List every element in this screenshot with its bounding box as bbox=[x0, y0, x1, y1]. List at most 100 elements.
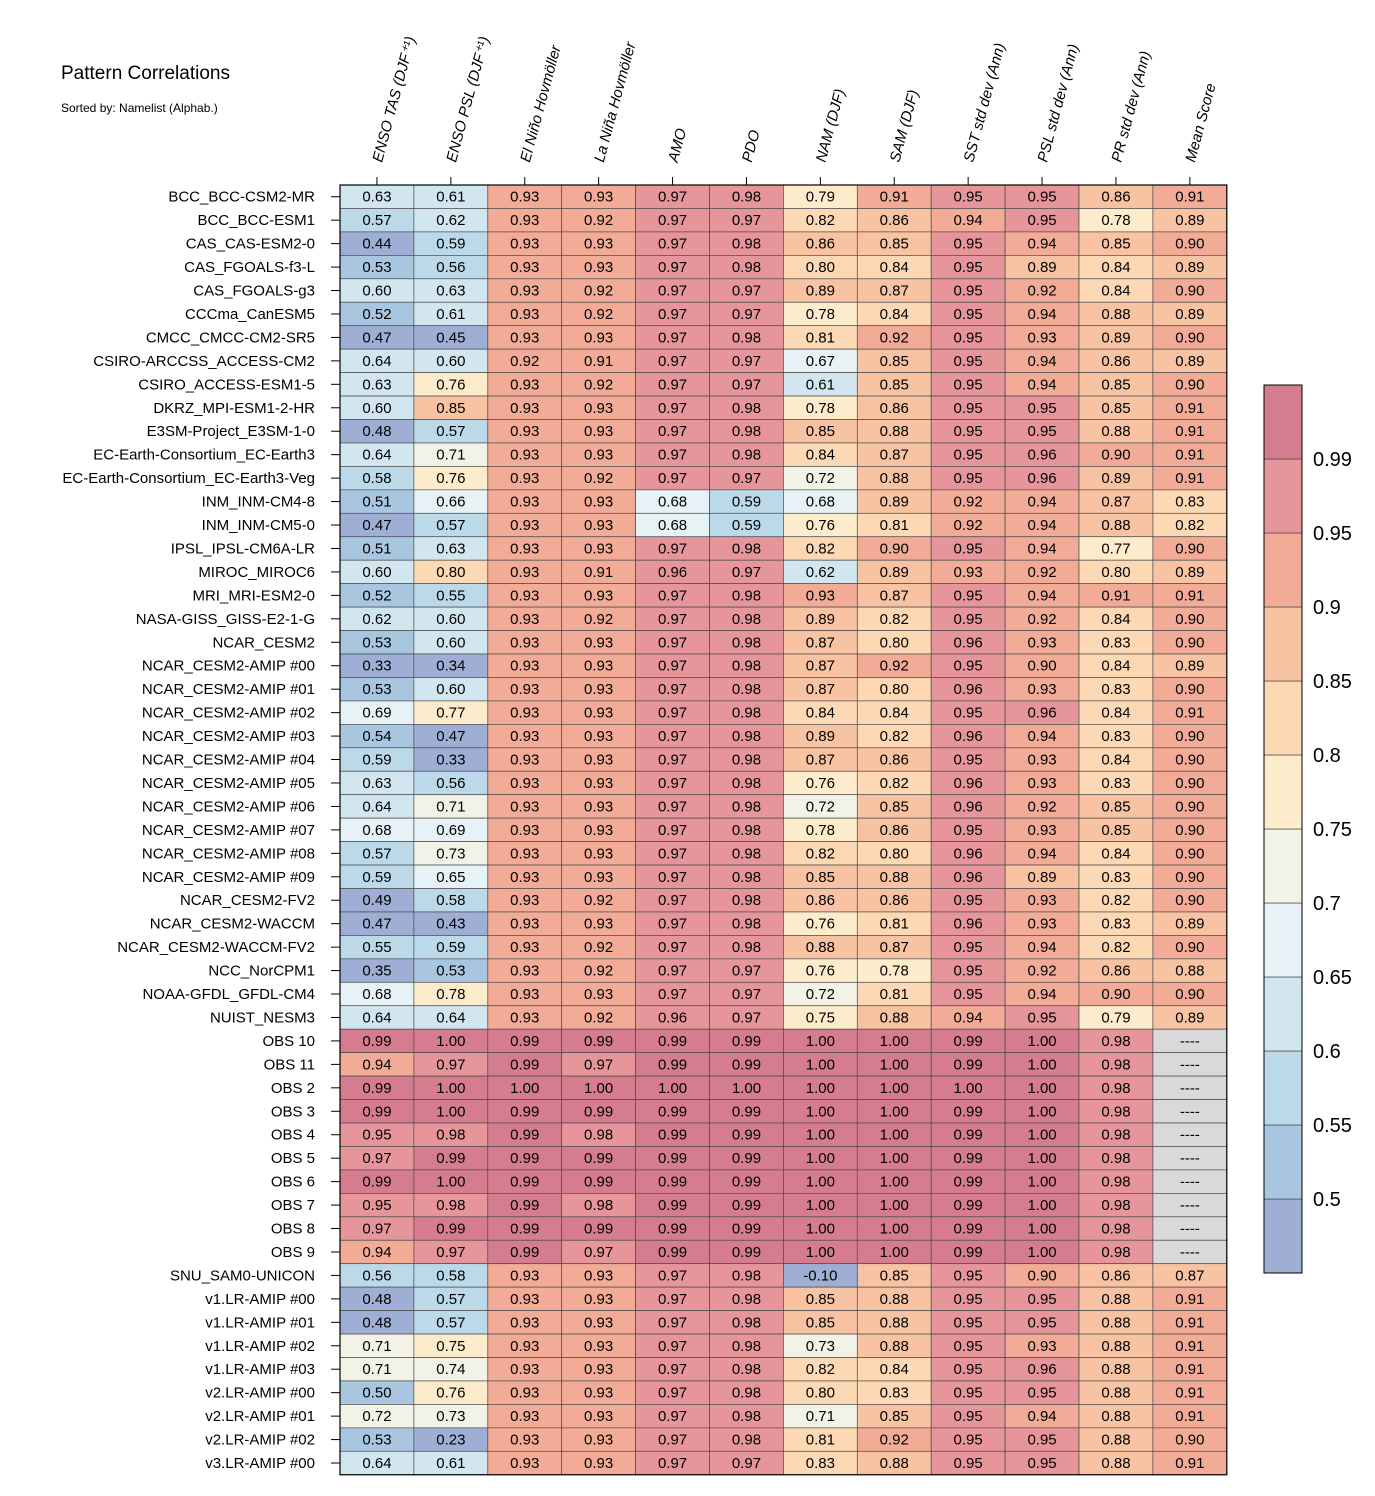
cell-value: 0.82 bbox=[1175, 517, 1204, 534]
cell-value: 0.72 bbox=[806, 798, 835, 815]
cell-value: 0.74 bbox=[436, 1361, 465, 1378]
cell-value: 0.57 bbox=[362, 845, 391, 862]
cell-value: 0.89 bbox=[1175, 1009, 1204, 1026]
column-label: ENSO PSL (DJF⁺¹) bbox=[443, 35, 493, 164]
cell-value: 0.97 bbox=[732, 306, 761, 323]
cell-value: 0.80 bbox=[1101, 564, 1130, 581]
cell-value: 1.00 bbox=[1027, 1197, 1056, 1214]
cell-value: 0.87 bbox=[1175, 1267, 1204, 1284]
colorbar-tick-label: 0.9 bbox=[1313, 597, 1341, 619]
cell-value: 0.48 bbox=[362, 1291, 391, 1308]
cell-value: 0.97 bbox=[658, 470, 687, 487]
cell-value: 0.47 bbox=[362, 916, 391, 933]
cell-value: 0.84 bbox=[806, 447, 835, 464]
column-label: La Niña Hovmöller bbox=[591, 39, 640, 164]
cell-value: 0.59 bbox=[362, 869, 391, 886]
cell-value: 0.99 bbox=[510, 1221, 539, 1238]
cell-value: 1.00 bbox=[510, 1080, 539, 1097]
cell-value: 0.93 bbox=[510, 892, 539, 909]
cell-value: 0.93 bbox=[584, 705, 613, 722]
cell-value: 0.73 bbox=[806, 1338, 835, 1355]
cell-value: 0.93 bbox=[1027, 822, 1056, 839]
cell-value: 0.79 bbox=[806, 189, 835, 206]
cell-value: 0.90 bbox=[1175, 752, 1204, 769]
cell-value: 0.82 bbox=[806, 212, 835, 229]
row-label: NCAR_CESM2-WACCM-FV2 bbox=[117, 939, 315, 956]
cell-value: 0.62 bbox=[806, 564, 835, 581]
cell-value: 0.93 bbox=[1027, 681, 1056, 698]
cell-value: 0.63 bbox=[436, 283, 465, 300]
cell-value: 0.96 bbox=[1027, 705, 1056, 722]
cell-value: 0.68 bbox=[362, 986, 391, 1003]
cell-value: 0.85 bbox=[1101, 376, 1130, 393]
row-label: CSIRO-ARCCSS_ACCESS-CM2 bbox=[93, 353, 315, 370]
cell-value: 0.93 bbox=[584, 1291, 613, 1308]
cell-value: 0.47 bbox=[362, 329, 391, 346]
cell-value: 0.99 bbox=[584, 1150, 613, 1167]
cell-value: 0.85 bbox=[806, 423, 835, 440]
cell-value: 0.92 bbox=[584, 470, 613, 487]
cell-value: 1.00 bbox=[436, 1174, 465, 1191]
cell-value: 0.99 bbox=[954, 1103, 983, 1120]
colorbar-tick-label: 0.6 bbox=[1313, 1041, 1341, 1063]
cell-value: 0.83 bbox=[880, 1385, 909, 1402]
row-label: OBS 6 bbox=[271, 1174, 315, 1191]
cell-value: 0.99 bbox=[510, 1056, 539, 1073]
cell-value: 0.88 bbox=[1101, 1338, 1130, 1355]
cell-value: 0.93 bbox=[510, 212, 539, 229]
cell-value: 0.99 bbox=[732, 1244, 761, 1261]
row-label: NCC_NorCPM1 bbox=[208, 963, 315, 980]
cell-value: 0.84 bbox=[880, 306, 909, 323]
cell-value: 0.93 bbox=[806, 587, 835, 604]
cell-value: 0.97 bbox=[658, 1432, 687, 1449]
cell-value: 0.93 bbox=[510, 845, 539, 862]
cell-value: 0.93 bbox=[584, 658, 613, 675]
row-label: INM_INM-CM4-8 bbox=[202, 494, 315, 511]
cell-value: 0.97 bbox=[658, 728, 687, 745]
cell-value: 0.99 bbox=[362, 1174, 391, 1191]
cell-value: 0.86 bbox=[1101, 353, 1130, 370]
cell-value: 0.73 bbox=[436, 1408, 465, 1425]
cell-value: 0.96 bbox=[954, 916, 983, 933]
cell-value: 0.90 bbox=[1175, 236, 1204, 253]
cell-value: 0.93 bbox=[1027, 329, 1056, 346]
cell-value: 1.00 bbox=[806, 1103, 835, 1120]
cell-value: 0.59 bbox=[436, 939, 465, 956]
cell-value: 0.85 bbox=[806, 1314, 835, 1331]
row-label: CSIRO_ACCESS-ESM1-5 bbox=[138, 376, 315, 393]
cell-value: 1.00 bbox=[806, 1197, 835, 1214]
cell-value: 0.97 bbox=[362, 1150, 391, 1167]
cell-value: 0.23 bbox=[436, 1432, 465, 1449]
cell-value: 0.90 bbox=[1101, 986, 1130, 1003]
cell-value: 0.95 bbox=[1027, 400, 1056, 417]
column-label: Mean Score bbox=[1182, 82, 1219, 165]
cell-value: 0.97 bbox=[658, 1408, 687, 1425]
cell-value: 0.97 bbox=[658, 283, 687, 300]
cell-value: 0.94 bbox=[1027, 540, 1056, 557]
cell-value: 0.93 bbox=[584, 587, 613, 604]
cell-value: 0.97 bbox=[732, 1455, 761, 1472]
cell-value: 0.62 bbox=[362, 611, 391, 628]
cell-value: 0.81 bbox=[806, 329, 835, 346]
row-label: NCAR_CESM2-AMIP #09 bbox=[142, 869, 315, 886]
cell-value: 0.98 bbox=[732, 1267, 761, 1284]
cell-value: 0.99 bbox=[658, 1033, 687, 1050]
cell-value: 0.43 bbox=[436, 916, 465, 933]
row-label: MIROC_MIROC6 bbox=[198, 564, 315, 581]
cell-value: 0.47 bbox=[436, 728, 465, 745]
cell-value: 0.86 bbox=[880, 400, 909, 417]
cell-value: 0.61 bbox=[436, 189, 465, 206]
cell-value: 0.93 bbox=[584, 189, 613, 206]
cell-value: 0.71 bbox=[362, 1338, 391, 1355]
cell-value: 0.93 bbox=[584, 1338, 613, 1355]
cell-value: 0.95 bbox=[954, 189, 983, 206]
cell-value: 0.91 bbox=[1175, 1408, 1204, 1425]
cell-value: 0.93 bbox=[584, 400, 613, 417]
row-label: CAS_FGOALS-g3 bbox=[193, 283, 315, 300]
cell-value: 0.85 bbox=[880, 1408, 909, 1425]
cell-value: 0.95 bbox=[954, 259, 983, 276]
cell-value: 0.80 bbox=[806, 259, 835, 276]
cell-value: 0.95 bbox=[954, 963, 983, 980]
cell-value: 0.93 bbox=[510, 1267, 539, 1284]
cell-value: 0.97 bbox=[658, 236, 687, 253]
